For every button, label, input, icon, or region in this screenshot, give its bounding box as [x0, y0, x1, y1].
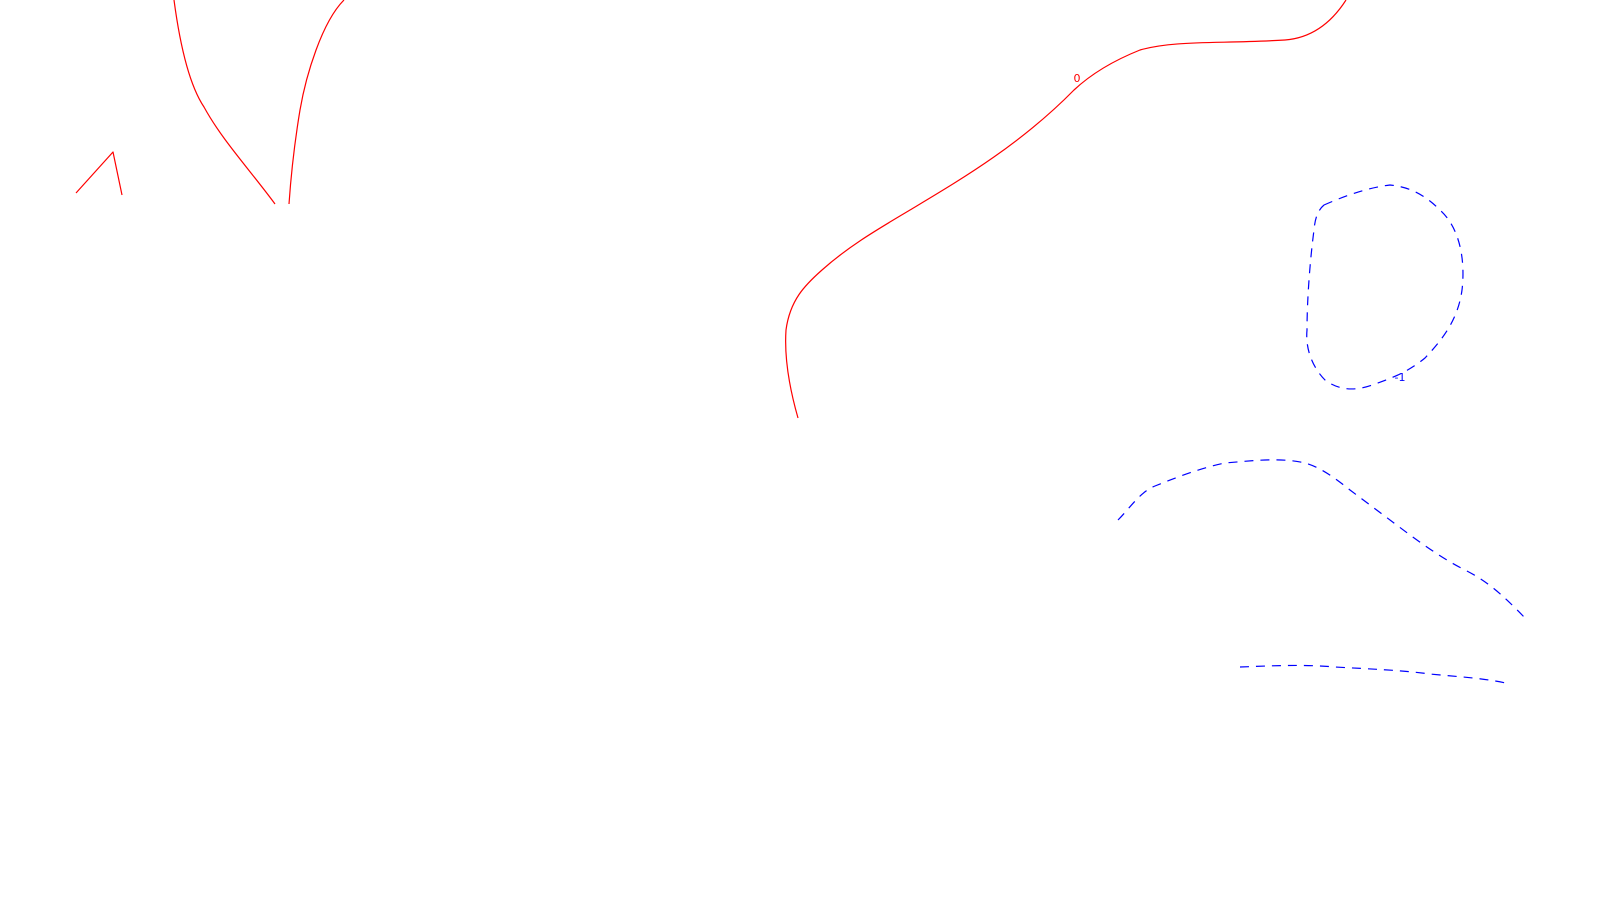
contour-line-level-0: [75, 151, 123, 196]
contour-line-level-0: [785, 0, 1347, 419]
contour-label-level-minus-1: -1: [1395, 371, 1406, 384]
contour-line-level-minus-1: [1117, 459, 1526, 619]
contour-line-level-0: [173, 0, 276, 205]
contour-line-level-minus-1: [1239, 664, 1511, 685]
contour-line-level-0: [288, 0, 345, 205]
contour-label-level-0: 0: [1074, 72, 1081, 85]
contour-line-level-minus-1: [1306, 184, 1464, 390]
